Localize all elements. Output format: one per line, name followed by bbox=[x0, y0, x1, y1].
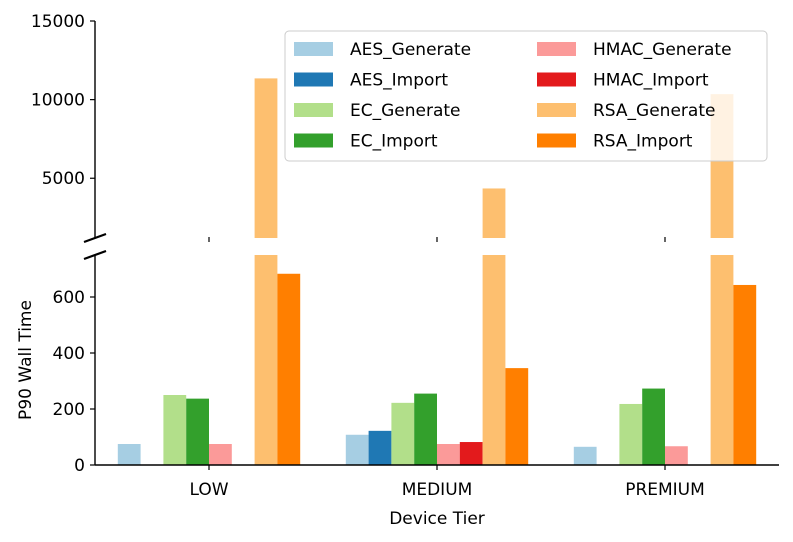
legend-swatch-aes_generate bbox=[294, 42, 333, 56]
bar-aes_import-medium-lower bbox=[368, 430, 392, 465]
legend-label-hmac_generate: HMAC_Generate bbox=[593, 40, 732, 60]
bar-aes_generate-low-lower bbox=[117, 444, 141, 465]
legend-swatch-rsa_generate bbox=[537, 103, 576, 117]
legend-swatch-rsa_import bbox=[537, 133, 576, 148]
bar-ec_import-medium-lower bbox=[414, 393, 437, 465]
upper-y-tick-label-5000: 5000 bbox=[42, 169, 85, 189]
bar-hmac_import-medium-lower bbox=[459, 442, 483, 465]
legend-box bbox=[284, 30, 768, 162]
x-tick-label-low: LOW bbox=[189, 480, 228, 500]
x-axis-label: Device Tier bbox=[389, 509, 485, 529]
bar-rsa_generate-premium-lower bbox=[710, 255, 734, 465]
legend-label-ec_generate: EC_Generate bbox=[350, 101, 461, 121]
bar-ec_generate-premium-lower bbox=[619, 403, 643, 465]
legend-label-aes_import: AES_Import bbox=[350, 71, 448, 91]
bar-rsa_generate-medium-lower bbox=[482, 255, 506, 465]
bar-ec_import-premium-lower bbox=[642, 388, 665, 465]
legend-swatch-ec_import bbox=[294, 133, 333, 148]
bar-aes_generate-premium-lower bbox=[573, 446, 597, 465]
upper-y-tick-label-15000: 15000 bbox=[31, 12, 85, 32]
bar-rsa_generate-medium-upper bbox=[482, 188, 506, 238]
ticks: 5000 10000 15000 0 200 400 600 LOW MEDIUM PREMIUM bbox=[31, 12, 705, 500]
y-axis-label: P90 Wall Time bbox=[16, 300, 36, 420]
upper-y-tick-label-10000: 10000 bbox=[31, 91, 85, 111]
legend-label-ec_import: EC_Import bbox=[350, 132, 438, 152]
bar-ec_generate-medium-lower bbox=[391, 402, 415, 465]
legend-label-hmac_import: HMAC_Import bbox=[593, 71, 709, 91]
legend: AES_Generate AES_Import EC_Generate EC_Impo… bbox=[284, 30, 768, 162]
bar-hmac_generate-low-lower bbox=[209, 444, 232, 465]
bar-rsa_import-medium-lower bbox=[505, 368, 529, 465]
bar-rsa_import-premium-lower bbox=[733, 284, 757, 465]
lower-y-tick-label-0: 0 bbox=[74, 456, 85, 476]
bar-hmac_generate-premium-lower bbox=[665, 446, 688, 465]
lower-y-tick-label-600: 600 bbox=[53, 288, 85, 308]
legend-swatch-hmac_generate bbox=[537, 42, 576, 56]
legend-swatch-ec_generate bbox=[294, 103, 333, 117]
lower-y-tick-label-200: 200 bbox=[53, 400, 85, 420]
lower-y-tick-label-400: 400 bbox=[53, 344, 85, 364]
lower-panel-bars bbox=[117, 255, 757, 465]
legend-swatch-hmac_import bbox=[537, 72, 576, 87]
bar-rsa_generate-low-lower bbox=[254, 255, 278, 465]
x-tick-label-medium: MEDIUM bbox=[402, 480, 473, 500]
legend-label-rsa_generate: RSA_Generate bbox=[593, 101, 715, 121]
axis-break-mark-lower bbox=[83, 249, 107, 261]
bar-ec_import-low-lower bbox=[186, 398, 209, 465]
bar-hmac_generate-medium-lower bbox=[437, 444, 460, 465]
x-tick-label-premium: PREMIUM bbox=[625, 480, 705, 500]
bar-rsa_generate-low-upper bbox=[254, 78, 278, 238]
legend-swatch-aes_import bbox=[294, 72, 333, 87]
legend-label-aes_generate: AES_Generate bbox=[350, 40, 471, 60]
bar-aes_generate-medium-lower bbox=[345, 434, 369, 465]
bar-ec_generate-low-lower bbox=[163, 395, 187, 465]
axis-break-mark-upper bbox=[83, 232, 107, 244]
legend-label-rsa_import: RSA_Import bbox=[593, 132, 693, 152]
bar-rsa_import-low-lower bbox=[277, 273, 301, 465]
